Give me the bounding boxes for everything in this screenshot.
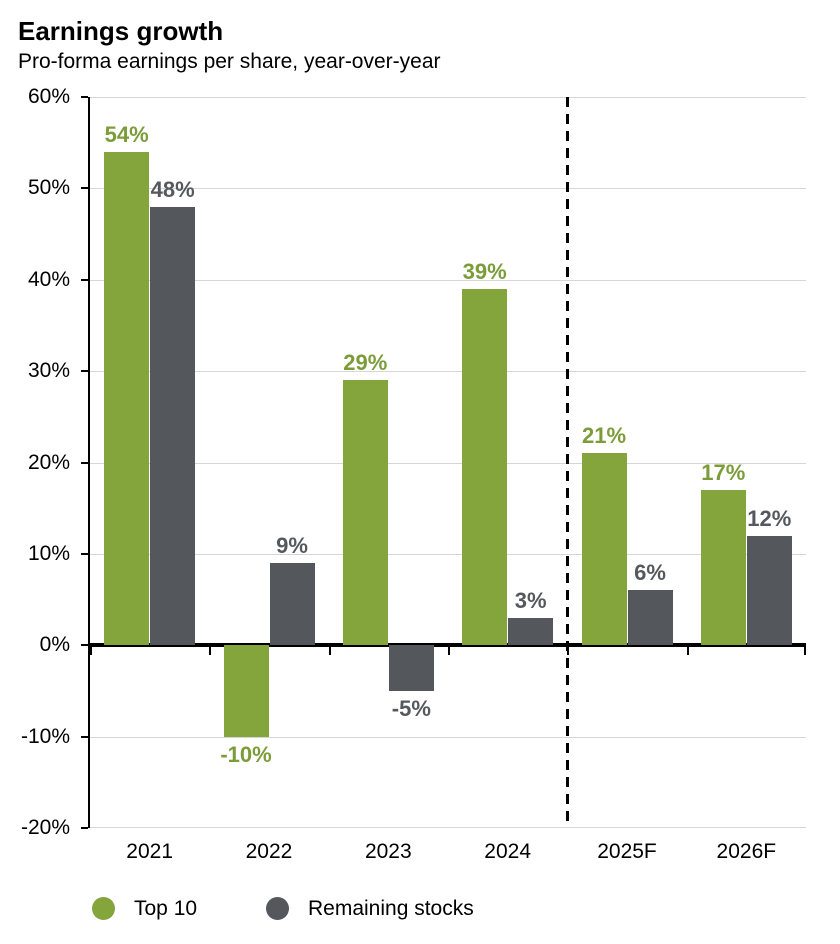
gridline-10: [90, 553, 806, 555]
legend: Top 10 Remaining stocks: [0, 897, 840, 923]
y-axis-tick: [81, 96, 88, 98]
x-axis-tick: [687, 647, 689, 656]
y-axis-label: 10%: [27, 541, 70, 565]
bar-top-10-2024: [462, 288, 508, 646]
bar-remaining-stocks-2025f: [627, 590, 673, 646]
bar-top-10-2023: [342, 380, 388, 646]
y-axis-tick: [81, 370, 88, 373]
x-axis-label-2026f: 2026F: [716, 840, 777, 863]
bar-label-remaining-stocks-2024: 3%: [514, 587, 547, 613]
gridline--20: [90, 827, 806, 828]
bar-remaining-stocks-2021: [150, 206, 196, 646]
x-axis-label-2023: 2023: [364, 840, 412, 863]
bar-remaining-stocks-2022: [269, 563, 315, 646]
y-axis-tick: [81, 827, 88, 829]
x-axis-label-2025f: 2025F: [597, 840, 657, 863]
y-axis-label: 0%: [39, 633, 70, 657]
zero-axis-line: [90, 643, 806, 648]
y-axis-tick: [81, 461, 88, 464]
legend-item-remaining-stocks: Remaining stocks: [266, 897, 474, 920]
bar-top-10-2025f: [581, 453, 627, 646]
gridline-50: [90, 188, 806, 190]
gridline-30: [90, 371, 806, 373]
y-axis-tick: [81, 735, 88, 738]
y-axis-tick: [81, 278, 88, 281]
bar-label-top-10-2024: 39%: [462, 258, 507, 284]
y-axis-tick: [81, 187, 88, 190]
x-axis-tick: [804, 647, 806, 656]
x-axis-label-2024: 2024: [484, 840, 532, 863]
bar-remaining-stocks-2026f: [746, 535, 792, 646]
legend-item-top-10: Top 10: [92, 897, 197, 920]
gridline-60: [90, 97, 806, 98]
gridline-40: [90, 279, 806, 281]
bar-top-10-2022: [223, 645, 269, 737]
bar-label-remaining-stocks-2022: 9%: [276, 533, 308, 558]
bar-top-10-2021: [104, 151, 150, 646]
forecast-divider-line: [566, 97, 569, 828]
bar-remaining-stocks-2024: [508, 617, 554, 646]
chart-subtitle: Pro-forma earnings per share, year-over-…: [18, 50, 441, 73]
plot-area: 60% 50% 40% 30% 20% 10% 0% -10% -20% 54% 48% 2021 -1…: [21, 86, 806, 863]
bar-label-top-10-2021: 54%: [104, 121, 149, 147]
x-axis-tick: [90, 647, 92, 656]
y-axis-label: 50%: [27, 176, 70, 200]
bar-label-remaining-stocks-2021: 48%: [150, 176, 195, 202]
bar-label-top-10-2025f: 21%: [581, 423, 627, 449]
bar-remaining-stocks-2023: [388, 645, 434, 691]
y-axis-label: 60%: [27, 85, 70, 108]
y-axis-tick: [81, 552, 88, 555]
legend-swatch-top-10: [92, 897, 115, 920]
y-axis-label: 40%: [27, 267, 70, 291]
x-axis-tick: [329, 647, 331, 656]
bar-label-top-10-2023: 29%: [343, 350, 388, 376]
y-axis-line: [88, 97, 90, 828]
bar-label-remaining-stocks-2026f: 12%: [747, 505, 792, 531]
bar-top-10-2026f: [700, 489, 746, 646]
chart-title: Earnings growth: [18, 16, 224, 46]
y-axis-tick: [81, 644, 88, 647]
legend-swatch-remaining-stocks: [266, 897, 289, 920]
bar-label-top-10-2026f: 17%: [701, 459, 746, 485]
y-axis-label: 30%: [27, 359, 70, 383]
x-axis-label-2022: 2022: [245, 840, 293, 863]
bar-label-remaining-stocks-2023: -5%: [391, 695, 431, 721]
y-axis-label: -10%: [20, 724, 70, 748]
gridline-20: [90, 462, 806, 464]
legend-label-top-10: Top 10: [134, 897, 198, 920]
y-axis-label: 20%: [27, 450, 70, 474]
legend-label-remaining-stocks: Remaining stocks: [308, 897, 474, 920]
bar-label-remaining-stocks-2025f: 6%: [634, 560, 666, 586]
x-axis-tick: [448, 647, 450, 656]
x-axis-label-2021: 2021: [126, 840, 174, 863]
y-axis-label: -20%: [20, 816, 70, 839]
x-axis-tick: [209, 647, 211, 656]
gridline--10: [90, 736, 806, 738]
bar-label-top-10-2022: -10%: [220, 741, 272, 767]
